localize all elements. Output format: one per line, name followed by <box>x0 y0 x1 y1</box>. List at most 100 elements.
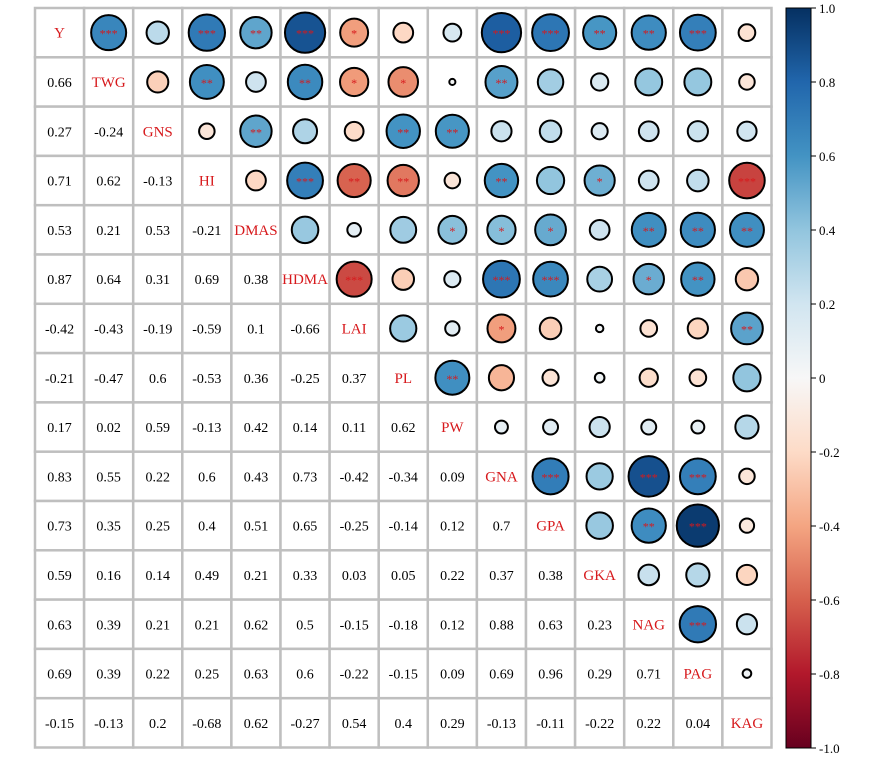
correlation-circle <box>630 211 667 248</box>
correlation-circle <box>484 64 519 99</box>
correlation-circle <box>582 15 618 51</box>
correlation-value: 0.22 <box>637 717 662 732</box>
correlation-circle <box>443 270 462 289</box>
correlation-circle <box>531 457 570 496</box>
correlation-value: 0.37 <box>342 372 367 387</box>
grid-cell <box>721 549 773 601</box>
correlation-value: 0.31 <box>146 273 171 288</box>
grid-cell <box>377 598 430 651</box>
correlation-circle <box>686 168 710 193</box>
correlation-circle <box>389 314 418 343</box>
variable-label: PL <box>394 371 412 387</box>
correlation-circle <box>728 211 765 248</box>
significance-marker: * <box>449 224 455 238</box>
grid-cell <box>426 598 479 651</box>
correlation-value: 0.03 <box>342 569 367 584</box>
significance-marker: * <box>351 76 357 90</box>
variable-label: HI <box>199 174 215 190</box>
grid-cell <box>426 302 479 355</box>
correlation-value: 0.49 <box>195 569 220 584</box>
grid-cell <box>622 696 675 749</box>
correlation-value: -0.14 <box>389 520 418 535</box>
grid-cell <box>181 696 233 749</box>
correlation-value: 0.12 <box>440 618 465 633</box>
correlation-circle <box>389 215 418 244</box>
variable-label: KAG <box>731 716 764 732</box>
correlation-circle <box>442 22 463 43</box>
correlation-circle <box>594 323 605 334</box>
significance-marker: ** <box>643 520 655 534</box>
significance-marker: * <box>400 76 406 90</box>
correlation-value: 0.96 <box>538 668 563 683</box>
correlation-circle <box>290 215 320 245</box>
correlation-circle <box>588 415 611 439</box>
significance-marker: * <box>597 175 603 189</box>
correlation-value: -0.13 <box>487 717 516 732</box>
correlation-circle <box>732 363 762 393</box>
significance-marker: ** <box>446 125 458 139</box>
correlation-circle <box>542 418 560 436</box>
colorbar-tick-label: -0.6 <box>819 593 840 608</box>
colorbar-tick-label: -0.2 <box>819 445 840 460</box>
correlation-value: 0.55 <box>96 470 121 485</box>
correlation-value: 0.62 <box>96 175 121 190</box>
correlation-value: 0.7 <box>493 520 511 535</box>
correlation-value: -0.42 <box>340 470 369 485</box>
grid-cell <box>721 696 773 749</box>
correlation-circle <box>585 511 614 540</box>
correlation-value: 0.63 <box>244 668 269 683</box>
correlation-circle <box>531 13 570 53</box>
grid-cell <box>721 56 773 108</box>
colorbar-tick-label: 1.0 <box>819 1 835 16</box>
grid-cell <box>181 647 233 700</box>
correlation-value: 0.29 <box>587 668 612 683</box>
grid-cell <box>328 401 380 453</box>
colorbar-tick-label: 0.4 <box>819 223 836 238</box>
correlation-value: 0.09 <box>440 470 465 485</box>
correlation-circle <box>534 213 567 247</box>
correlation-value: -0.21 <box>192 224 221 239</box>
correlation-value: -0.22 <box>340 668 369 683</box>
grid-cell <box>377 401 430 453</box>
grid-cell <box>573 647 626 700</box>
correlation-circle <box>483 162 520 199</box>
correlation-value: 0.73 <box>47 520 72 535</box>
correlation-circle <box>590 122 609 141</box>
correlation-circle <box>286 161 324 200</box>
grid-cell <box>82 401 135 453</box>
significance-marker: *** <box>689 470 707 484</box>
correlation-value: 0.09 <box>440 668 465 683</box>
correlation-value: -0.53 <box>192 372 221 387</box>
correlation-value: 0.87 <box>47 273 72 288</box>
correlation-circle <box>146 70 170 94</box>
correlation-value: -0.15 <box>45 717 74 732</box>
correlation-value: 0.51 <box>244 520 269 535</box>
correlation-circle <box>734 266 760 292</box>
grid-cell <box>279 302 331 355</box>
correlation-value: 0.2 <box>149 717 167 732</box>
grid-cell <box>573 696 626 749</box>
correlation-circle <box>482 259 521 299</box>
correlation-circle <box>480 12 523 54</box>
correlation-circle <box>728 161 766 200</box>
correlation-circle <box>637 563 661 587</box>
correlation-value: 0.04 <box>686 717 711 732</box>
correlation-value: 0.35 <box>96 520 121 535</box>
correlation-circle <box>627 455 670 498</box>
correlation-circle <box>593 371 606 384</box>
significance-marker: ** <box>495 175 507 189</box>
significance-marker: ** <box>643 27 655 41</box>
variable-label: HDMA <box>282 272 328 288</box>
significance-marker: *** <box>738 175 756 189</box>
correlation-circle <box>245 169 267 192</box>
correlation-circle <box>444 320 461 337</box>
significance-marker: ** <box>250 27 262 41</box>
correlation-value: 0.33 <box>293 569 318 584</box>
grid-cell <box>82 253 135 306</box>
significance-marker: *** <box>542 273 560 287</box>
correlation-value: 0.73 <box>293 470 318 485</box>
correlation-value: 0.69 <box>489 668 514 683</box>
grid-cell <box>131 549 184 601</box>
grid-cell <box>377 696 430 749</box>
correlation-circle <box>443 171 462 190</box>
